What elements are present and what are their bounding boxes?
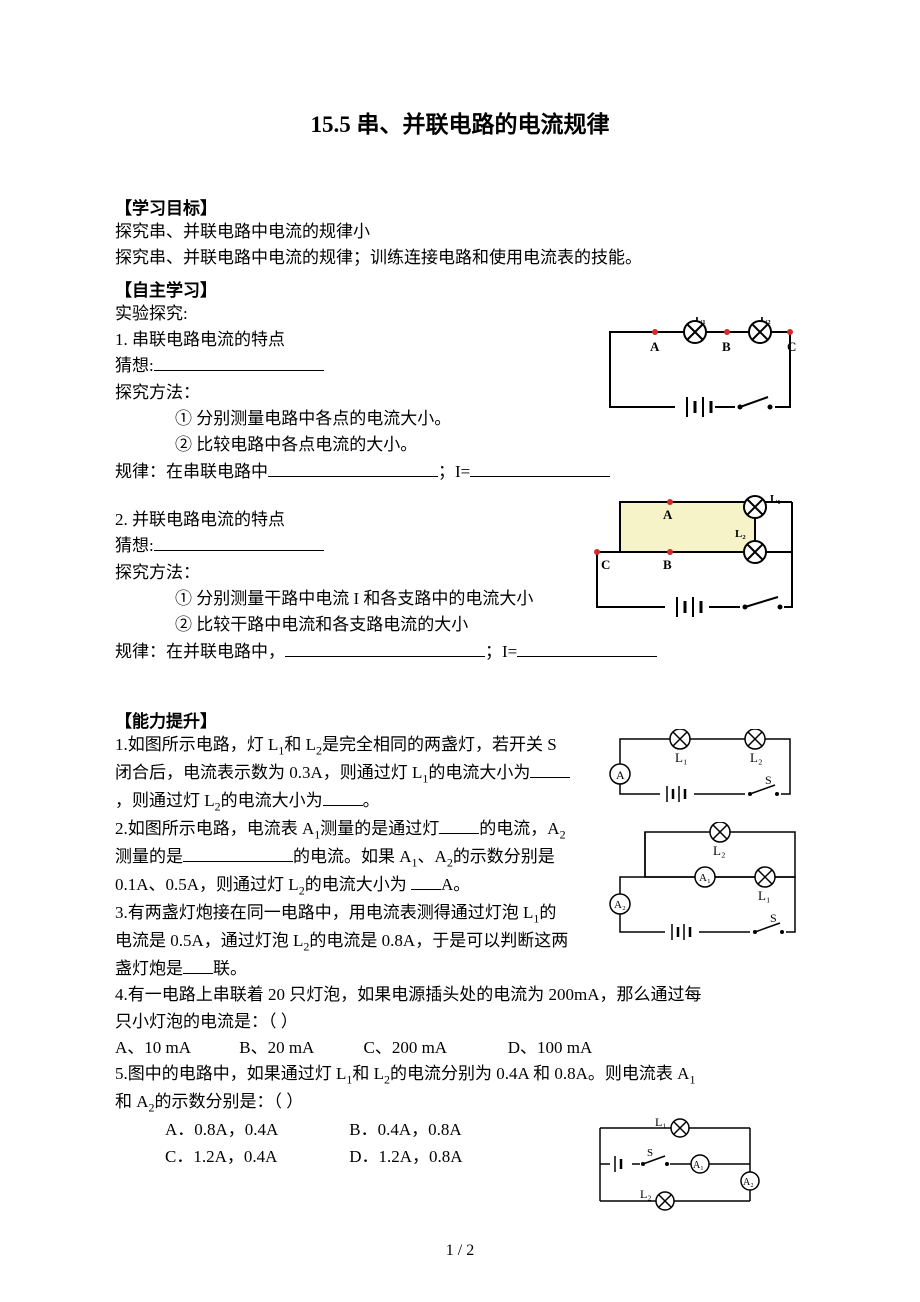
svg-text:L₁: L₁ — [655, 1116, 667, 1129]
q5-circuit-diagram: A₁ A₂ L₁ L₂ S — [585, 1116, 765, 1216]
svg-text:L₂: L₂ — [640, 1187, 652, 1201]
blank-field — [530, 777, 570, 778]
svg-text:C: C — [601, 557, 610, 572]
blank-field — [470, 476, 610, 477]
question-4-line2: 只小灯泡的电流是：（ ） — [115, 1009, 805, 1035]
svg-text:S: S — [647, 1147, 653, 1159]
q1-circuit-diagram: A L₁ L₂ S — [605, 729, 805, 807]
question-4: 4.有一电路上串联着 20 只灯泡，如果电源插头处的电流为 200mA，那么通过… — [115, 982, 805, 1008]
objective-line-1: 探究串、并联电路中电流的规律小 — [115, 219, 805, 245]
blank-field — [285, 656, 485, 657]
question-2: 2.如图所示电路，电流表 A1测量的是通过灯的电流，A2 — [115, 816, 595, 844]
blank-field — [411, 889, 441, 890]
svg-text:A: A — [663, 507, 673, 522]
node-b-label: B — [722, 339, 731, 354]
svg-text:A: A — [616, 768, 625, 782]
svg-text:A₂: A₂ — [614, 899, 626, 911]
question-2-line3: 0.1A、0.5A，则通过灯 L2的电流大小为 A。 — [115, 872, 595, 900]
svg-text:L₂: L₂ — [713, 843, 725, 858]
blank-field — [323, 805, 363, 806]
series-circuit-diagram: A B C L₁ L₂ — [595, 317, 805, 427]
lamp-l2-label: L₂ — [760, 317, 771, 325]
question-1: 1.如图所示电路，灯 L1和 L2是完全相同的两盏灯，若开关 S — [115, 732, 595, 760]
svg-text:L₂: L₂ — [735, 528, 746, 540]
objectives-header: 【学习目标】 — [115, 194, 805, 219]
question-5: 5.图中的电路中，如果通过灯 L1和 L2的电流分别为 0.4A 和 0.8A。… — [115, 1061, 805, 1089]
svg-text:A₁: A₁ — [693, 1160, 704, 1171]
question-3-line2: 电流是 0.5A，通过灯泡 L2的电流是 0.8A，于是可以判断这两 — [115, 928, 595, 956]
question-2-line2: 测量的是的电流。如果 A1、A2的示数分别是 — [115, 844, 595, 872]
node-a-label: A — [650, 339, 660, 354]
parallel-rule: 规律：在并联电路中，；I= — [115, 639, 805, 665]
blank-field — [268, 476, 438, 477]
svg-text:L₂: L₂ — [750, 750, 762, 765]
node-c-label: C — [787, 339, 796, 354]
svg-text:L₁: L₁ — [770, 493, 781, 505]
page-footer: 1 / 2 — [0, 1242, 920, 1260]
series-method-2: ② 比较电路中各点电流的大小。 — [115, 432, 805, 458]
self-study-header: 【自主学习】 — [115, 276, 805, 301]
doc-title: 15.5 串、并联电路的电流规律 — [115, 105, 805, 139]
blank-field — [154, 370, 324, 371]
parallel-circuit-diagram: A B C L₁ L₂ — [585, 487, 805, 627]
blank-field — [439, 833, 479, 834]
blank-field — [183, 861, 293, 862]
q2-circuit-diagram: A₁ A₂ L₂ L₁ S — [605, 822, 805, 942]
blank-field — [154, 550, 324, 551]
svg-text:L₁: L₁ — [675, 750, 687, 765]
svg-text:A₁: A₁ — [699, 872, 711, 884]
svg-text:L₁: L₁ — [758, 888, 770, 903]
svg-text:S: S — [765, 773, 772, 787]
series-rule: 规律：在串联电路中；I= — [115, 459, 805, 485]
question-3: 3.有两盏灯炮接在同一电路中，用电流表测得通过灯泡 L1的 — [115, 900, 595, 928]
blank-field — [517, 656, 657, 657]
lamp-l1-label: L₁ — [695, 317, 706, 325]
objective-line-2: 探究串、并联电路中电流的规律；训练连接电路和使用电流表的技能。 — [115, 245, 805, 271]
question-5-line2: 和 A2的示数分别是：（ ） — [115, 1089, 805, 1117]
question-4-options: A、10 mA B、20 mA C、200 mA D、100 mA — [115, 1035, 805, 1061]
svg-text:A₂: A₂ — [743, 1177, 754, 1188]
svg-text:B: B — [663, 557, 672, 572]
question-3-line3: 盏灯炮是联。 — [115, 956, 595, 982]
question-1-line3: ，则通过灯 L2的电流大小为。 — [115, 788, 595, 816]
svg-text:S: S — [770, 911, 777, 925]
blank-field — [183, 973, 213, 974]
question-1-line2: 闭合后，电流表示数为 0.3A，则通过灯 L1的电流大小为 — [115, 760, 595, 788]
